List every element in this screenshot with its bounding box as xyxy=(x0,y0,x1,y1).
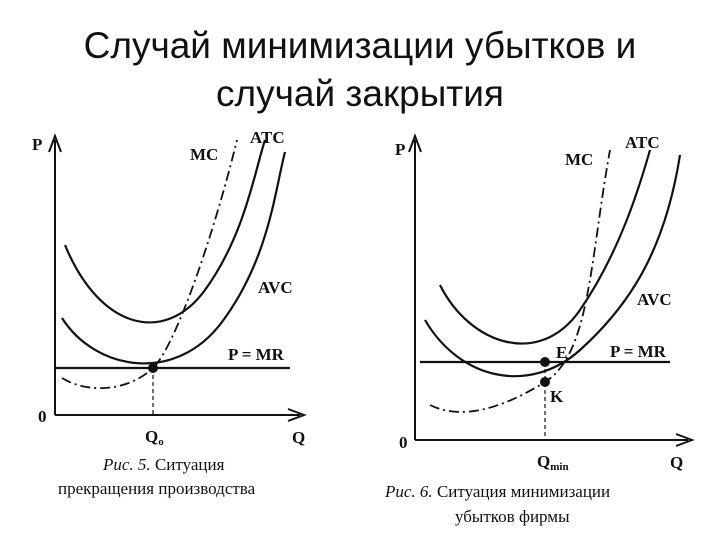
caption-line: Ситуация минимизации xyxy=(437,482,610,501)
curve-label: AVC xyxy=(258,278,293,297)
axis-label: P xyxy=(395,140,405,159)
curve-label: AVC xyxy=(637,290,672,309)
curve-label: MC xyxy=(565,150,593,169)
figure: P 0 Q MC ATC AVC P = MR E K Qmin Рис. 6.… xyxy=(384,133,695,526)
caption-number: Рис. 6. xyxy=(384,482,433,501)
caption-number: Рис. 5. xyxy=(102,455,151,474)
axis-label: Q xyxy=(670,453,683,472)
point-label: K xyxy=(550,387,564,406)
caption-line: прекращения производства xyxy=(58,479,256,498)
subscript: min xyxy=(550,461,568,473)
atc-curve xyxy=(63,139,267,324)
point xyxy=(540,357,550,367)
point-label: E xyxy=(556,343,567,362)
point xyxy=(540,377,550,387)
subscript: o xyxy=(158,436,164,448)
axes xyxy=(408,133,695,447)
avc-curve xyxy=(61,151,287,365)
curve-label: P = MR xyxy=(228,345,285,364)
axes xyxy=(48,133,307,422)
symbol: Q xyxy=(145,427,158,446)
caption: Рис. 5. Ситуация xyxy=(102,455,225,474)
symbol: Q xyxy=(537,452,550,471)
curve-label: P = MR xyxy=(610,342,667,361)
caption: Рис. 6. Ситуация минимизации xyxy=(384,482,610,501)
title-line: случай закрытия xyxy=(216,73,504,114)
quantity-label: Qo xyxy=(145,427,164,448)
atc-curve xyxy=(439,149,652,345)
origin-label: 0 xyxy=(38,407,47,426)
curve-label: MC xyxy=(190,145,218,164)
point xyxy=(148,363,158,373)
quantity-label: Qmin xyxy=(537,452,569,473)
origin-label: 0 xyxy=(399,433,408,452)
mc-curve xyxy=(429,149,611,413)
curve-label: ATC xyxy=(625,133,660,152)
caption-line: убытков фирмы xyxy=(455,507,570,526)
avc-curve xyxy=(424,154,682,378)
axis-label: P xyxy=(32,135,42,154)
figure: P 0 Q MC ATC AVC P = MR Qo Рис. 5. Ситуа… xyxy=(32,128,307,498)
curve-label: ATC xyxy=(250,128,285,147)
caption-line: Ситуация xyxy=(155,455,225,474)
axis-label: Q xyxy=(292,428,305,447)
title-line: Случай минимизации убытков и xyxy=(84,25,637,66)
mc-curve xyxy=(61,139,238,389)
